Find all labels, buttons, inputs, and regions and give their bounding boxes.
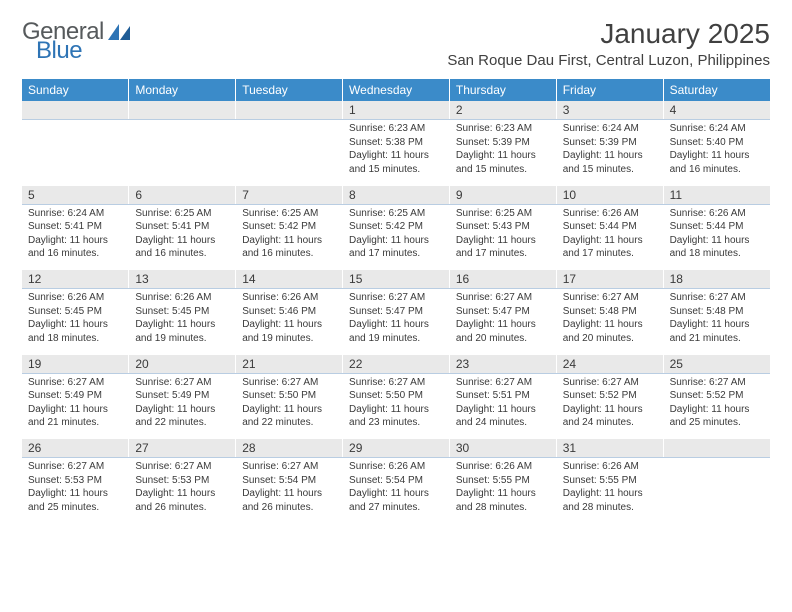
dow-header: Saturday (663, 79, 770, 101)
day-number-row: 19202122232425 (22, 355, 770, 374)
dow-header: Monday (129, 79, 236, 101)
day-detail-row: Sunrise: 6:27 AMSunset: 5:49 PMDaylight:… (22, 373, 770, 439)
day-detail-cell: Sunrise: 6:24 AMSunset: 5:40 PMDaylight:… (663, 120, 770, 186)
day-number-row: 262728293031 (22, 439, 770, 458)
day-detail-cell: Sunrise: 6:26 AMSunset: 5:54 PMDaylight:… (343, 458, 450, 524)
day-detail-cell: Sunrise: 6:27 AMSunset: 5:48 PMDaylight:… (556, 289, 663, 355)
day-number-cell: 18 (663, 270, 770, 289)
day-number-cell: 14 (236, 270, 343, 289)
day-detail-cell: Sunrise: 6:27 AMSunset: 5:47 PMDaylight:… (343, 289, 450, 355)
day-number-cell: 16 (449, 270, 556, 289)
day-number-cell: 23 (449, 355, 556, 374)
day-number-row: 12131415161718 (22, 270, 770, 289)
day-number-cell (663, 439, 770, 458)
logo-sail-icon (108, 24, 130, 40)
day-detail-cell: Sunrise: 6:25 AMSunset: 5:43 PMDaylight:… (449, 204, 556, 270)
day-detail-row: Sunrise: 6:23 AMSunset: 5:38 PMDaylight:… (22, 120, 770, 186)
day-detail-cell: Sunrise: 6:27 AMSunset: 5:50 PMDaylight:… (236, 373, 343, 439)
day-number-cell (22, 101, 129, 120)
day-number-cell: 6 (129, 186, 236, 205)
day-number-cell: 25 (663, 355, 770, 374)
day-detail-cell: Sunrise: 6:26 AMSunset: 5:44 PMDaylight:… (556, 204, 663, 270)
day-detail-cell: Sunrise: 6:24 AMSunset: 5:39 PMDaylight:… (556, 120, 663, 186)
day-detail-cell: Sunrise: 6:25 AMSunset: 5:41 PMDaylight:… (129, 204, 236, 270)
day-number-cell: 13 (129, 270, 236, 289)
day-detail-row: Sunrise: 6:27 AMSunset: 5:53 PMDaylight:… (22, 458, 770, 524)
day-detail-cell: Sunrise: 6:26 AMSunset: 5:55 PMDaylight:… (556, 458, 663, 524)
day-number-cell: 5 (22, 186, 129, 205)
day-number-cell (236, 101, 343, 120)
day-number-cell: 9 (449, 186, 556, 205)
day-number-cell (129, 101, 236, 120)
dow-header: Sunday (22, 79, 129, 101)
day-number-cell: 11 (663, 186, 770, 205)
day-number-cell: 19 (22, 355, 129, 374)
day-detail-cell: Sunrise: 6:27 AMSunset: 5:52 PMDaylight:… (556, 373, 663, 439)
day-detail-cell (236, 120, 343, 186)
day-of-week-row: SundayMondayTuesdayWednesdayThursdayFrid… (22, 79, 770, 101)
day-detail-cell: Sunrise: 6:24 AMSunset: 5:41 PMDaylight:… (22, 204, 129, 270)
day-number-cell: 28 (236, 439, 343, 458)
day-detail-cell: Sunrise: 6:26 AMSunset: 5:45 PMDaylight:… (22, 289, 129, 355)
day-number-cell: 22 (343, 355, 450, 374)
day-number-cell: 1 (343, 101, 450, 120)
day-detail-row: Sunrise: 6:26 AMSunset: 5:45 PMDaylight:… (22, 289, 770, 355)
day-detail-cell: Sunrise: 6:27 AMSunset: 5:49 PMDaylight:… (129, 373, 236, 439)
day-number-cell: 21 (236, 355, 343, 374)
day-detail-cell: Sunrise: 6:23 AMSunset: 5:39 PMDaylight:… (449, 120, 556, 186)
day-detail-cell (22, 120, 129, 186)
day-number-cell: 12 (22, 270, 129, 289)
day-number-cell: 15 (343, 270, 450, 289)
day-number-cell: 8 (343, 186, 450, 205)
day-detail-cell: Sunrise: 6:25 AMSunset: 5:42 PMDaylight:… (236, 204, 343, 270)
day-number-cell: 10 (556, 186, 663, 205)
day-number-cell: 2 (449, 101, 556, 120)
day-number-cell: 3 (556, 101, 663, 120)
day-number-row: 1234 (22, 101, 770, 120)
header: General Blue January 2025 San Roque Dau … (22, 18, 770, 73)
day-detail-cell (129, 120, 236, 186)
dow-header: Tuesday (236, 79, 343, 101)
day-detail-cell: Sunrise: 6:26 AMSunset: 5:46 PMDaylight:… (236, 289, 343, 355)
day-detail-cell: Sunrise: 6:26 AMSunset: 5:55 PMDaylight:… (449, 458, 556, 524)
day-detail-cell: Sunrise: 6:26 AMSunset: 5:45 PMDaylight:… (129, 289, 236, 355)
day-detail-cell: Sunrise: 6:27 AMSunset: 5:48 PMDaylight:… (663, 289, 770, 355)
calendar-table: SundayMondayTuesdayWednesdayThursdayFrid… (22, 79, 770, 524)
dow-header: Wednesday (343, 79, 450, 101)
day-detail-cell: Sunrise: 6:27 AMSunset: 5:53 PMDaylight:… (22, 458, 129, 524)
day-detail-cell: Sunrise: 6:23 AMSunset: 5:38 PMDaylight:… (343, 120, 450, 186)
day-detail-cell: Sunrise: 6:27 AMSunset: 5:52 PMDaylight:… (663, 373, 770, 439)
day-detail-row: Sunrise: 6:24 AMSunset: 5:41 PMDaylight:… (22, 204, 770, 270)
day-detail-cell: Sunrise: 6:26 AMSunset: 5:44 PMDaylight:… (663, 204, 770, 270)
day-number-cell: 7 (236, 186, 343, 205)
location: San Roque Dau First, Central Luzon, Phil… (447, 52, 770, 69)
day-number-cell: 30 (449, 439, 556, 458)
day-detail-cell: Sunrise: 6:27 AMSunset: 5:53 PMDaylight:… (129, 458, 236, 524)
day-number-row: 567891011 (22, 186, 770, 205)
dow-header: Friday (556, 79, 663, 101)
day-number-cell: 17 (556, 270, 663, 289)
day-detail-cell: Sunrise: 6:27 AMSunset: 5:54 PMDaylight:… (236, 458, 343, 524)
dow-header: Thursday (449, 79, 556, 101)
day-detail-cell (663, 458, 770, 524)
day-detail-cell: Sunrise: 6:27 AMSunset: 5:50 PMDaylight:… (343, 373, 450, 439)
day-number-cell: 4 (663, 101, 770, 120)
logo: General Blue (22, 18, 130, 63)
day-detail-cell: Sunrise: 6:27 AMSunset: 5:47 PMDaylight:… (449, 289, 556, 355)
day-number-cell: 31 (556, 439, 663, 458)
day-number-cell: 20 (129, 355, 236, 374)
title-block: January 2025 San Roque Dau First, Centra… (447, 18, 770, 73)
day-number-cell: 27 (129, 439, 236, 458)
day-number-cell: 29 (343, 439, 450, 458)
day-number-cell: 24 (556, 355, 663, 374)
day-number-cell: 26 (22, 439, 129, 458)
day-detail-cell: Sunrise: 6:27 AMSunset: 5:51 PMDaylight:… (449, 373, 556, 439)
calendar-body: 1234Sunrise: 6:23 AMSunset: 5:38 PMDayli… (22, 101, 770, 524)
logo-word2: Blue (36, 39, 82, 63)
day-detail-cell: Sunrise: 6:27 AMSunset: 5:49 PMDaylight:… (22, 373, 129, 439)
month-title: January 2025 (447, 18, 770, 50)
day-detail-cell: Sunrise: 6:25 AMSunset: 5:42 PMDaylight:… (343, 204, 450, 270)
